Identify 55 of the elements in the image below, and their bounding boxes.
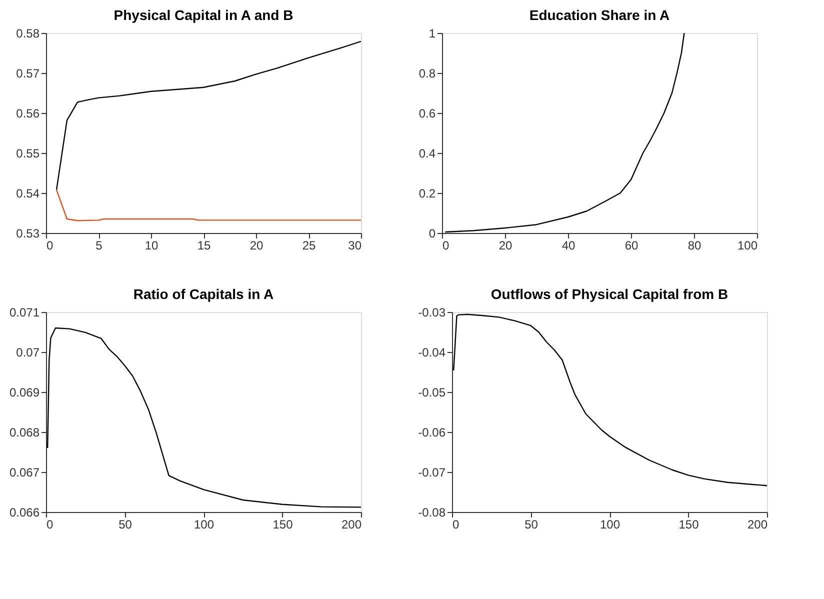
y-tick-label: 0.55 [16, 146, 40, 160]
x-tick-label: 60 [624, 238, 638, 252]
x-tick-label: 150 [272, 518, 294, 532]
y-tick-label: 0.53 [16, 226, 40, 240]
y-tick-label: -0.07 [418, 466, 446, 480]
y-tick-label: 0.071 [9, 306, 40, 320]
x-tick-label: 20 [498, 238, 512, 252]
x-tick-label: 80 [688, 238, 702, 252]
x-tick-label: 40 [562, 238, 576, 252]
chart-title: Outflows of Physical Capital from B [490, 286, 728, 302]
y-tick-label: 0.8 [418, 66, 436, 80]
chart-title: Physical Capital in A and B [114, 7, 294, 23]
x-tick-label: 0 [46, 518, 54, 532]
y-tick-label: 0.07 [16, 346, 40, 360]
x-tick-label: 100 [194, 518, 214, 532]
y-tick-label: 0.57 [16, 66, 40, 80]
y-tick-label: 0.6 [418, 106, 436, 120]
x-tick-label: 50 [118, 518, 132, 532]
x-tick-label: 20 [250, 238, 264, 252]
x-tick-label: 200 [341, 518, 362, 532]
x-tick-label: 50 [524, 518, 538, 532]
y-tick-label: -0.08 [418, 506, 446, 520]
y-tick-label: 0.2 [418, 186, 436, 200]
line-series [56, 189, 361, 222]
y-tick-label: -0.06 [418, 426, 446, 440]
y-tick-label: 0.068 [9, 426, 40, 440]
x-tick-label: 5 [96, 238, 103, 252]
x-tick-label: 25 [302, 238, 316, 252]
y-tick-label: 0.069 [9, 386, 40, 400]
x-tick-label: 100 [737, 238, 758, 252]
y-tick-label: 0.56 [16, 106, 40, 120]
y-tick-label: 0 [428, 226, 436, 240]
line-series [452, 314, 767, 486]
x-tick-label: 30 [348, 238, 362, 252]
chart-title: Education Share in A [529, 7, 670, 23]
x-tick-label: 0 [452, 518, 460, 532]
line-series [46, 327, 361, 508]
x-tick-label: 100 [600, 518, 620, 532]
x-tick-label: 15 [197, 238, 211, 252]
line-series [444, 33, 685, 233]
x-tick-label: 0 [46, 238, 54, 252]
y-tick-label: -0.05 [418, 386, 446, 400]
y-tick-label: -0.04 [418, 346, 446, 360]
y-tick-label: 1 [428, 26, 436, 40]
line-series [56, 40, 361, 190]
y-tick-label: 0.58 [16, 26, 40, 40]
y-tick-label: 0.066 [9, 506, 40, 520]
x-tick-label: 10 [144, 238, 158, 252]
x-tick-label: 200 [747, 518, 768, 532]
y-tick-label: 0.54 [16, 186, 40, 200]
y-tick-label: 0.4 [418, 146, 436, 160]
y-tick-label: -0.03 [418, 306, 446, 320]
x-tick-label: 150 [678, 518, 700, 532]
chart-title: Ratio of Capitals in A [133, 286, 274, 302]
y-tick-label: 0.067 [9, 466, 40, 480]
